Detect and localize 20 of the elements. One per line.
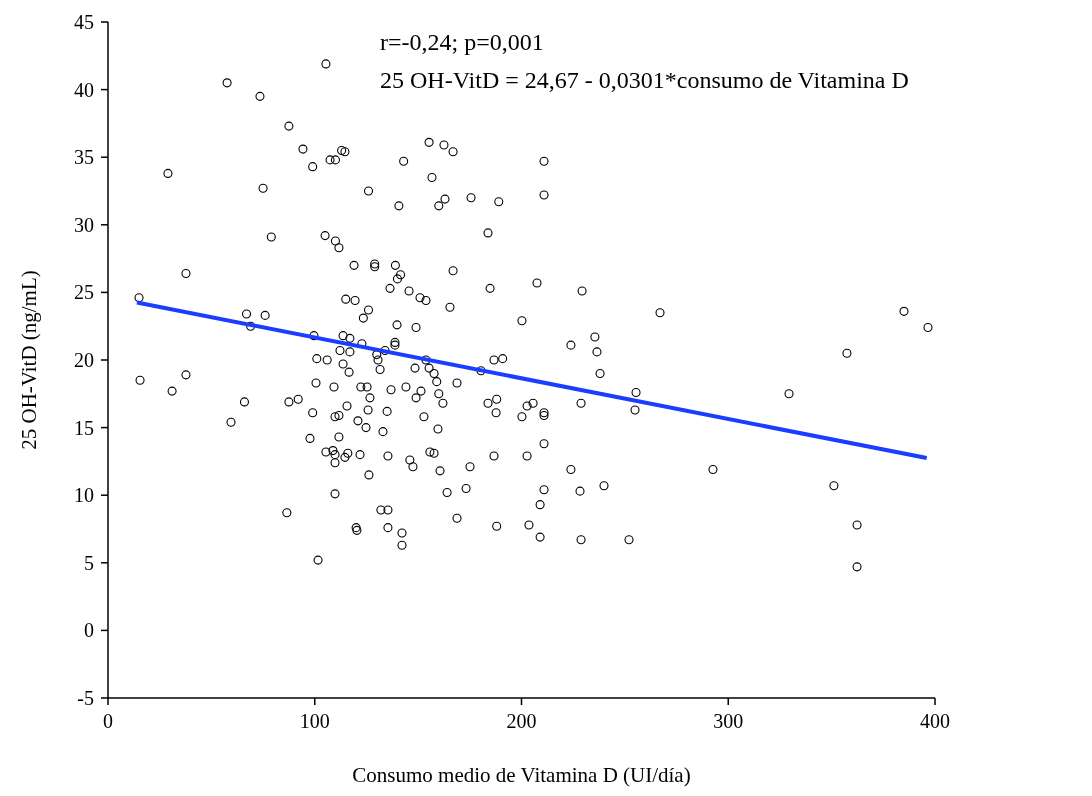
y-tick-label: 15	[74, 416, 94, 439]
x-tick-label: 200	[506, 710, 537, 732]
y-tick-label: 5	[84, 551, 94, 574]
x-tick-label: 300	[713, 710, 744, 732]
x-tick-label: 400	[920, 710, 950, 732]
y-tick-label: 30	[74, 213, 94, 236]
annotation: r=-0,24; p=0,001	[380, 29, 544, 55]
x-tick-label: 100	[299, 710, 330, 732]
y-tick-label: 0	[84, 619, 94, 642]
y-tick-label: 10	[74, 484, 94, 507]
y-tick-label: -5	[77, 687, 94, 709]
x-tick-label: 0	[103, 710, 113, 732]
y-tick-label: 45	[74, 11, 94, 33]
x-axis-title: Consumo medio de Vitamina D (UI/día)	[352, 763, 691, 787]
annotation: 25 OH-VitD = 24,67 - 0,0301*consumo de Vitamina D	[380, 67, 909, 93]
y-tick-label: 25	[74, 281, 94, 304]
y-tick-label: 20	[74, 349, 94, 371]
y-tick-label: 40	[74, 78, 94, 101]
y-tick-label: 35	[74, 146, 94, 169]
y-axis-title: 25 OH-VitD (ng/mL)	[17, 270, 41, 450]
